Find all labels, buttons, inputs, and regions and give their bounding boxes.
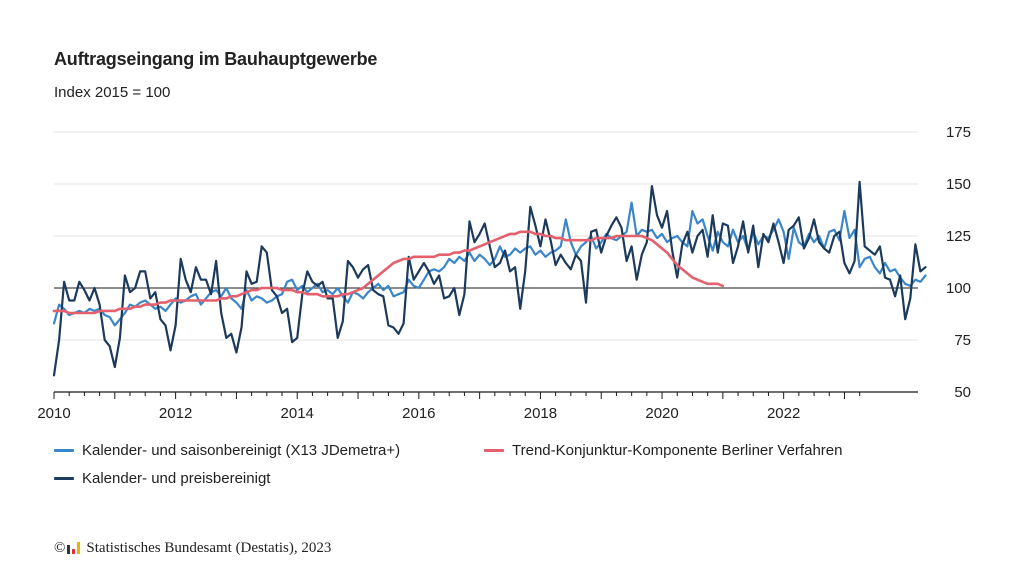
x-tick-label: 2022 bbox=[767, 405, 800, 422]
legend-label-raw: Kalender- und preisbereinigt bbox=[82, 470, 271, 487]
x-tick-label: 2010 bbox=[37, 405, 70, 422]
destatis-logo-icon bbox=[67, 541, 83, 556]
x-tick-label: 2014 bbox=[281, 405, 314, 422]
legend-item-trend: Trend-Konjunktur-Komponente Berliner Ver… bbox=[484, 442, 842, 459]
series-line-trend bbox=[52, 230, 725, 315]
footer: © Statistisches Bundesamt (Destatis), 20… bbox=[54, 540, 331, 557]
chart-title: Auftragseingang im Bauhauptgewerbe bbox=[54, 49, 378, 69]
legend-item-raw: Kalender- und preisbereinigt bbox=[54, 470, 270, 487]
series-line-sa bbox=[52, 201, 927, 327]
legend-swatch-sa bbox=[54, 449, 74, 452]
y-tick-label: 50 bbox=[954, 384, 971, 401]
x-tick-label: 2016 bbox=[402, 405, 435, 422]
y-tick-label: 75 bbox=[954, 332, 971, 349]
legend-label-sa: Kalender- und saisonbereinigt (X13 JDeme… bbox=[82, 442, 401, 459]
copyright-symbol: © bbox=[54, 540, 66, 556]
legend-label-trend: Trend-Konjunktur-Komponente Berliner Ver… bbox=[512, 442, 843, 459]
footer-source: Statistisches Bundesamt (Destatis), 2023 bbox=[86, 540, 332, 556]
y-tick-label: 150 bbox=[946, 176, 971, 193]
y-tick-label: 125 bbox=[946, 228, 971, 245]
x-tick-label: 2020 bbox=[645, 405, 678, 422]
y-tick-label: 175 bbox=[946, 124, 971, 141]
chart-subtitle: Index 2015 = 100 bbox=[54, 84, 171, 101]
legend-swatch-raw bbox=[54, 477, 74, 480]
legend-swatch-trend bbox=[484, 449, 504, 452]
legend-item-sa: Kalender- und saisonbereinigt (X13 JDeme… bbox=[54, 442, 400, 459]
y-tick-label: 100 bbox=[946, 280, 971, 297]
x-tick-label: 2018 bbox=[524, 405, 557, 422]
series-line-raw bbox=[52, 180, 927, 377]
x-tick-label: 2012 bbox=[159, 405, 192, 422]
